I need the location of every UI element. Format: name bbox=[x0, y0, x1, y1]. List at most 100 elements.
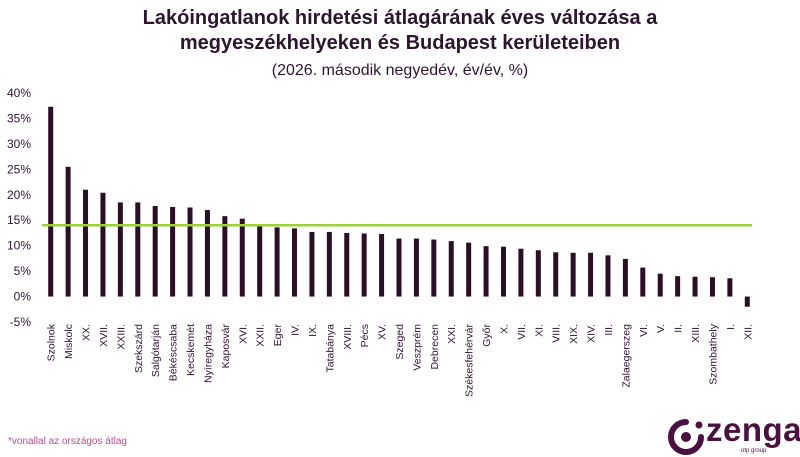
bar bbox=[309, 231, 315, 297]
bar bbox=[675, 276, 681, 297]
x-tick-label: V. bbox=[655, 324, 667, 333]
chart-title: Lakóingatlanok hirdetési átlagárának éve… bbox=[0, 6, 800, 56]
x-tick-label: XXIII. bbox=[115, 324, 127, 350]
bar bbox=[83, 189, 89, 297]
chart-title-line-1: Lakóingatlanok hirdetési átlagárának éve… bbox=[142, 7, 658, 29]
bar bbox=[744, 296, 750, 307]
bar bbox=[274, 227, 280, 297]
x-tick-label: Eger bbox=[272, 324, 284, 347]
x-tick-label: VIII. bbox=[551, 324, 563, 343]
bar bbox=[170, 206, 176, 297]
x-tick-label: Győr bbox=[481, 324, 493, 347]
x-tick-label: XIX. bbox=[568, 324, 580, 344]
bar bbox=[431, 239, 437, 297]
footnote: *vonallal az országos átlag bbox=[8, 436, 127, 447]
y-tick-label: 20% bbox=[7, 188, 31, 202]
x-tick-label: Zalaegerszeg bbox=[620, 324, 632, 388]
x-tick-label: Debrecen bbox=[429, 324, 441, 370]
zenga-logo: zenga otp group bbox=[666, 411, 800, 455]
x-tick-label: XIV. bbox=[586, 324, 598, 343]
bar bbox=[65, 166, 71, 297]
y-tick-label: 40% bbox=[7, 86, 31, 100]
bar bbox=[622, 258, 628, 297]
x-tick-label: XVII. bbox=[98, 324, 110, 347]
x-tick-label: Nyíregyháza bbox=[202, 324, 214, 383]
x-tick-label: XXII. bbox=[255, 324, 267, 347]
bar bbox=[466, 242, 472, 297]
x-tick-label: XIII. bbox=[690, 324, 702, 343]
x-tick-label: Békéscsaba bbox=[168, 324, 180, 381]
x-tick-label: Szeged bbox=[394, 324, 406, 360]
chart-subtitle: (2026. második negyedév, év/év, %) bbox=[271, 62, 529, 79]
x-tick-label: XVI. bbox=[237, 324, 249, 344]
x-tick-label: XI. bbox=[533, 324, 545, 337]
y-tick-label: 5% bbox=[14, 264, 32, 278]
bar bbox=[48, 106, 54, 297]
bar bbox=[727, 278, 733, 297]
x-tick-label: XVIII. bbox=[342, 324, 354, 350]
x-tick-label: X. bbox=[498, 324, 510, 334]
bar bbox=[292, 228, 298, 297]
x-tick-label: I. bbox=[725, 324, 737, 330]
x-tick-label: XV. bbox=[377, 324, 389, 340]
x-tick-label: Tatabánya bbox=[324, 324, 336, 373]
x-tick-label: XXI. bbox=[446, 324, 458, 344]
bar bbox=[605, 255, 611, 297]
logo-subtext: otp group bbox=[741, 448, 767, 454]
bar bbox=[344, 232, 350, 297]
x-tick-label: Székesfehérvár bbox=[464, 323, 476, 396]
x-tick-label: III. bbox=[603, 324, 615, 336]
bar bbox=[379, 233, 385, 297]
bar bbox=[257, 225, 263, 297]
y-tick-label: 0% bbox=[14, 290, 32, 304]
x-tick-label: Kaposvár bbox=[220, 323, 232, 368]
x-tick-label: Veszprém bbox=[411, 324, 423, 371]
bar bbox=[588, 252, 594, 297]
bar bbox=[100, 192, 106, 297]
x-tick-label: Szombathely bbox=[707, 323, 719, 384]
bar bbox=[500, 246, 506, 297]
bar bbox=[535, 250, 541, 297]
x-tick-label: XX. bbox=[81, 324, 93, 341]
bar bbox=[692, 276, 698, 297]
logo-wordmark: zenga bbox=[706, 411, 800, 448]
x-tick-label: IV. bbox=[290, 324, 302, 336]
x-tick-label: Kecskemét bbox=[185, 324, 197, 376]
bar bbox=[117, 202, 123, 297]
bar bbox=[326, 231, 332, 297]
bar bbox=[709, 277, 715, 297]
bar bbox=[396, 238, 402, 297]
y-tick-label: 30% bbox=[7, 137, 31, 151]
bar bbox=[361, 233, 367, 297]
y-tick-label: 35% bbox=[7, 111, 31, 125]
bar bbox=[152, 205, 158, 297]
y-tick-label: 10% bbox=[7, 239, 31, 253]
x-tick-label: IX. bbox=[307, 324, 319, 337]
bar bbox=[222, 216, 228, 297]
bar bbox=[204, 210, 210, 297]
x-tick-label: II. bbox=[673, 324, 685, 333]
bar bbox=[187, 207, 193, 297]
y-tick-label: 15% bbox=[7, 213, 31, 227]
x-tick-label: Miskolc bbox=[63, 324, 75, 359]
chart-title-line-2: megyeszékhelyeken és Budapest kerületeib… bbox=[179, 32, 621, 54]
bar bbox=[657, 273, 663, 297]
bar bbox=[640, 267, 646, 297]
bar bbox=[553, 252, 559, 297]
bar bbox=[518, 248, 524, 297]
y-tick-label: -5% bbox=[10, 315, 32, 329]
x-tick-label: VII. bbox=[516, 324, 528, 340]
bar bbox=[135, 202, 141, 297]
x-tick-label: Szekszárd bbox=[133, 324, 145, 373]
bar bbox=[239, 218, 245, 297]
x-tick-label: Pécs bbox=[359, 324, 371, 347]
bar bbox=[413, 238, 419, 297]
bar bbox=[448, 241, 454, 297]
bar-chart: -5% 0% 5% 10% 15% 20% 25% 30% 35% 40% Szolnok Misko… bbox=[7, 86, 754, 397]
bar bbox=[483, 246, 489, 297]
x-tick-label: Salgótarján bbox=[150, 324, 162, 377]
x-tick-label: Szolnok bbox=[46, 323, 58, 361]
bar bbox=[570, 252, 576, 297]
y-tick-label: 25% bbox=[7, 162, 31, 176]
zenga-logo-icon bbox=[668, 419, 704, 455]
